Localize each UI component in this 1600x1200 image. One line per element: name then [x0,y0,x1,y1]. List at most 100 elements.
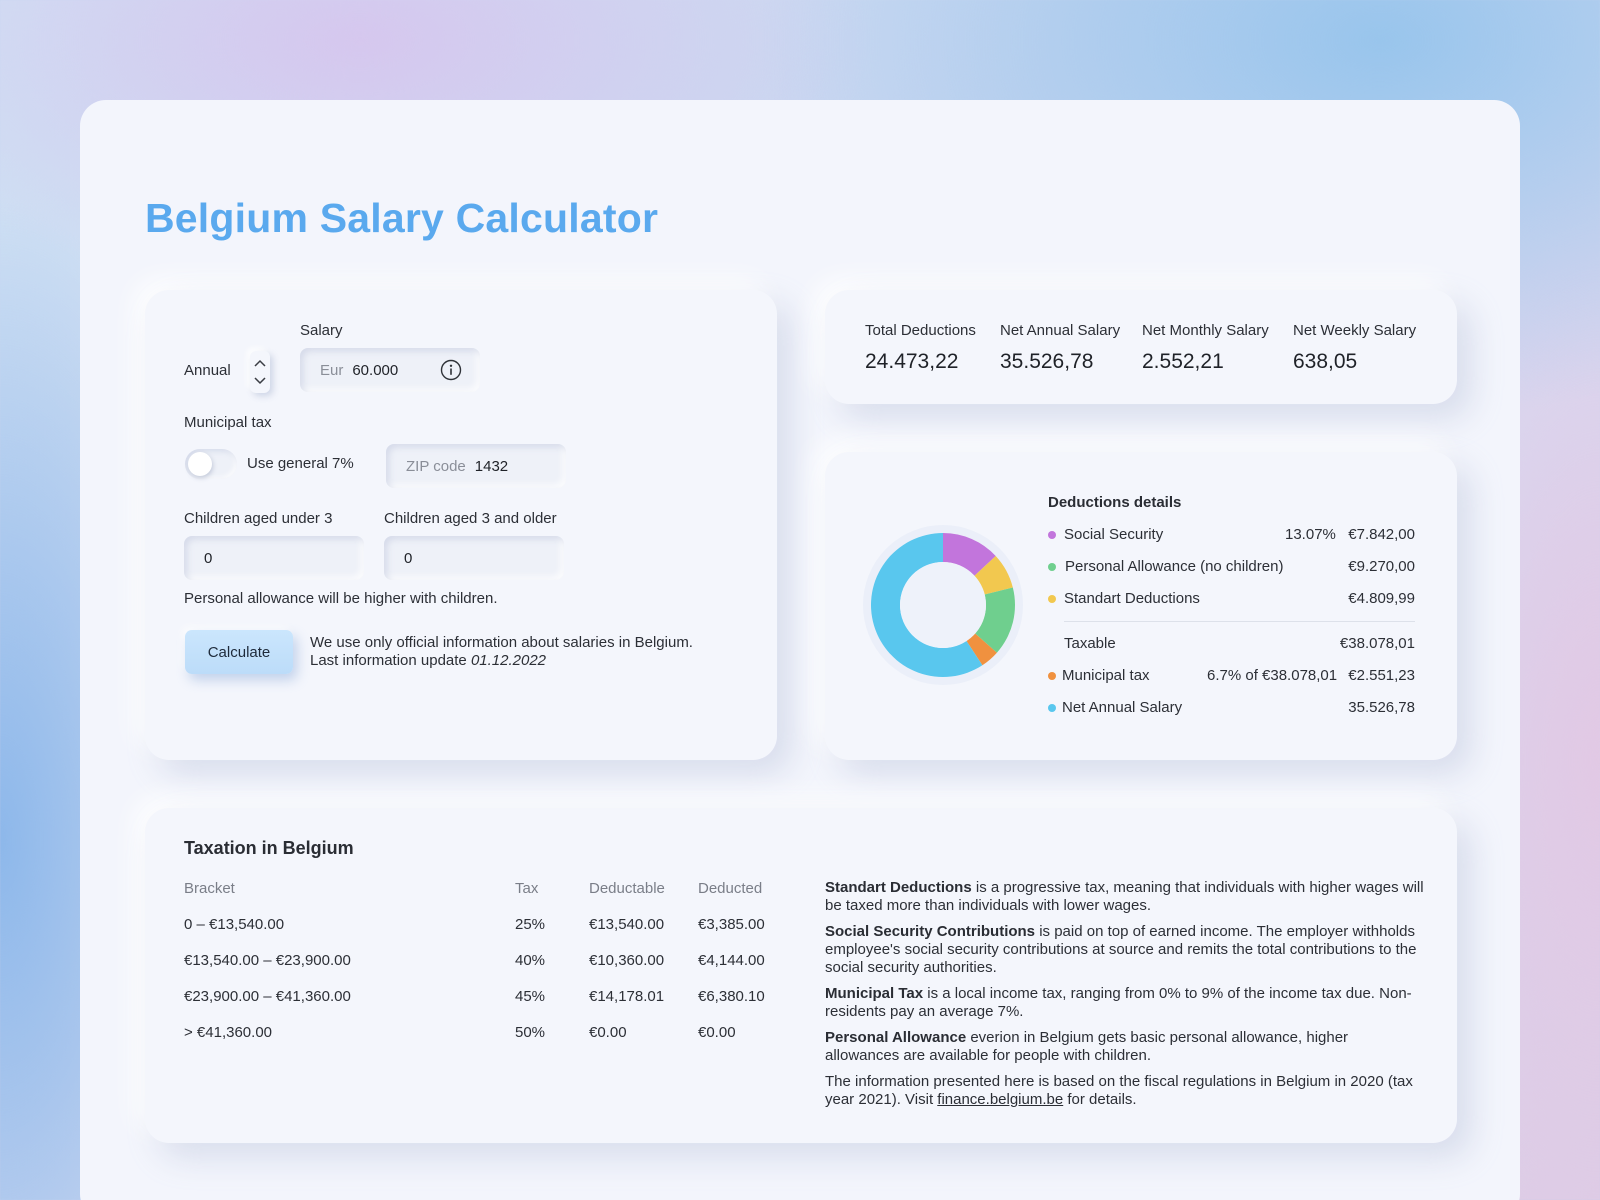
municipal-tax-dot [1048,672,1056,680]
children-3plus-value: 0 [404,549,413,567]
bracket-cell: €13,540.00 – €23,900.00 [184,952,351,969]
total-deductions-label: Total Deductions [865,322,976,339]
tax-cell: 45% [515,988,546,1005]
deducted-cell: €3,385.00 [698,916,765,933]
standard-deductions-dot [1048,595,1056,603]
personal-allowance-dot [1048,563,1056,571]
info-text: is paid on top of earned income. The emp… [825,923,1417,976]
personal-allowance-label: Personal Allowance (no children) [1065,558,1284,575]
tax-cell: 50% [515,1024,546,1041]
currency-prefix: Eur [320,361,344,379]
info-term: Personal Allowance [825,1029,967,1046]
net-annual-label: Net Annual Salary [1000,322,1121,339]
municipal-tax-pct: 6.7% of €38.078,01 [1207,667,1338,684]
summary-card [825,290,1457,404]
bracket-cell: 0 – €13,540.00 [184,916,285,933]
finance-link[interactable]: finance.belgium.be [937,1091,1064,1108]
children-under3-input[interactable]: 0 [184,536,364,580]
deductable-cell: €14,178.01 [589,988,665,1005]
salary-input[interactable]: Eur 60.000 [300,348,480,392]
deductable-cell: €10,360.00 [589,952,665,969]
bracket-header: Bracket [184,880,235,897]
toggle-label: Use general 7% [247,455,354,472]
personal-allowance-value: €9.270,00 [1348,558,1415,575]
zip-code-input[interactable]: ZIP code 1432 [386,444,566,488]
donut-slice-municipal-tax [966,633,997,666]
municipal-tax-value: €2.551,23 [1348,667,1415,684]
net-weekly-value: 638,05 [1293,350,1358,373]
info-icon[interactable] [440,359,462,381]
salary-value: 60.000 [352,361,399,379]
deductions-divider [1064,621,1415,622]
net-annual-value: 35.526,78 [1000,350,1094,373]
social-security-pct: 13.07% [1285,526,1336,543]
net-annual-row-label: Net Annual Salary [1062,699,1183,716]
deducted-cell: €6,380.10 [698,988,765,1005]
taxation-card [145,808,1457,1143]
info-line-2: Last information update 01.12.2022 [310,652,546,669]
period-label: Annual [184,362,231,379]
info-text: is a progressive tax, meaning that indiv… [825,879,1424,914]
deducted-cell: €4,144.00 [698,952,765,969]
toggle-knob [188,452,212,476]
municipal-tax-label: Municipal tax [184,414,272,431]
general-rate-toggle[interactable] [185,449,237,479]
info-text: everion in Belgium gets basic personal a… [825,1029,1349,1064]
deductable-cell: €0.00 [589,1024,627,1041]
net-annual-row-value: 35.526,78 [1348,699,1415,716]
donut-slice-personal-allowance-no-children [975,587,1015,653]
info-personal-allowance: Personal Allowance everion in Belgium ge… [825,1029,1425,1065]
info-text: is a local income tax, ranging from 0% t… [825,985,1412,1020]
footer-tail: for details. [1063,1091,1137,1108]
net-weekly-label: Net Weekly Salary [1293,322,1417,339]
info-term: Social Security Contributions [825,923,1036,940]
info-term: Municipal Tax [825,985,924,1002]
chevron-down-icon[interactable] [254,377,266,385]
info-footer: The information presented here is based … [825,1073,1425,1109]
total-deductions-value: 24.473,22 [865,350,959,373]
info-line-1: We use only official information about s… [310,634,693,651]
info-municipal-tax: Municipal Tax is a local income tax, ran… [825,985,1425,1021]
deducted-header: Deducted [698,880,763,897]
children-under3-value: 0 [204,549,213,567]
net-annual-dot [1048,704,1056,712]
deductable-cell: €13,540.00 [589,916,665,933]
donut-slice-standart-deductions [974,555,1013,595]
calculate-button[interactable]: Calculate [185,630,293,674]
page-title: Belgium Salary Calculator [145,195,659,241]
tax-header: Tax [515,880,539,897]
bracket-cell: > €41,360.00 [184,1024,273,1041]
taxable-label: Taxable [1064,635,1116,652]
net-monthly-label: Net Monthly Salary [1142,322,1269,339]
standard-deductions-label: Standart Deductions [1064,590,1200,607]
info-social-security: Social Security Contributions is paid on… [825,923,1425,977]
net-monthly-value: 2.552,21 [1142,350,1224,373]
children-3plus-input[interactable]: 0 [384,536,564,580]
info-standard-deductions: Standart Deductions is a progressive tax… [825,879,1425,915]
bracket-cell: €23,900.00 – €41,360.00 [184,988,351,1005]
municipal-tax-row-label: Municipal tax [1062,667,1150,684]
footer-text: The information presented here is based … [825,1073,1413,1108]
social-security-label: Social Security [1064,526,1164,543]
deductable-header: Deductable [589,880,665,897]
tax-cell: 25% [515,916,546,933]
deducted-cell: €0.00 [698,1024,736,1041]
chevron-up-icon[interactable] [254,359,266,367]
social-security-dot [1048,531,1056,539]
children-3plus-label: Children aged 3 and older [384,510,557,527]
standard-deductions-value: €4.809,99 [1348,590,1415,607]
children-under3-label: Children aged under 3 [184,510,333,527]
donut-slice-social-security [943,533,996,576]
deductions-donut-chart [863,525,1023,685]
taxable-value: €38.078,01 [1339,635,1415,652]
deductions-title: Deductions details [1048,494,1182,511]
donut-slice-net-annual-salary [871,533,983,677]
zip-placeholder: ZIP code [406,457,466,475]
salary-label: Salary [300,322,343,339]
period-stepper[interactable] [250,351,270,393]
social-security-value: €7.842,00 [1348,526,1415,543]
info-term: Standart Deductions [825,879,972,896]
allowance-note: Personal allowance will be higher with c… [184,590,498,607]
update-date: 01.12.2022 [470,652,547,669]
update-prefix: Last information update [310,652,467,669]
